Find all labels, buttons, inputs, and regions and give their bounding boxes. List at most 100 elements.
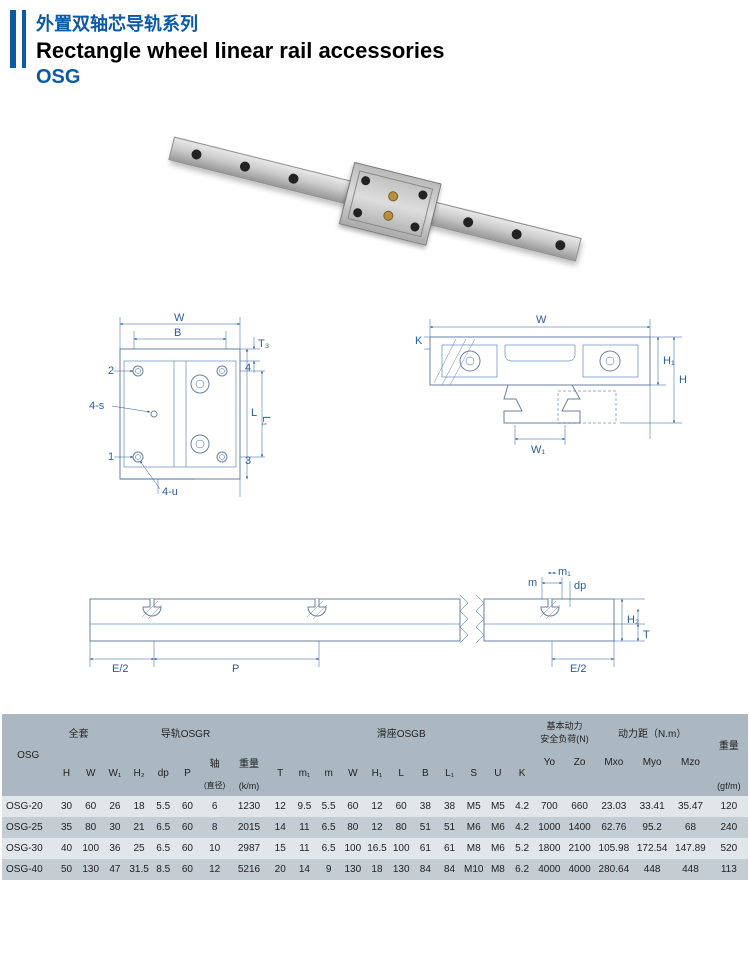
th-Zo: Zo xyxy=(564,750,594,775)
th-Myo: Myo xyxy=(633,750,671,775)
th-Wb: W xyxy=(341,750,365,796)
cell-value: 60 xyxy=(175,859,199,880)
th-Yo: Yo xyxy=(534,750,564,775)
cell-value: 14 xyxy=(268,817,292,838)
cell-value: 6.5 xyxy=(317,817,341,838)
label-dp: dp xyxy=(574,580,586,592)
cell-value: 660 xyxy=(564,796,594,817)
cell-value: 60 xyxy=(175,796,199,817)
cell-value: 21 xyxy=(127,817,151,838)
label-K: K xyxy=(415,335,423,347)
th-K2: K xyxy=(510,750,534,796)
cell-value: 84 xyxy=(437,859,461,880)
cell-value: 38 xyxy=(413,796,437,817)
th-m: m xyxy=(317,750,341,796)
cell-model: OSG-20 xyxy=(2,796,54,817)
cell-value: 33.41 xyxy=(633,796,671,817)
cell-value: 8 xyxy=(200,817,230,838)
cell-value: 35.47 xyxy=(671,796,709,817)
cell-value: 80 xyxy=(341,817,365,838)
accent-bar-1 xyxy=(10,10,16,68)
cell-value: 61 xyxy=(437,838,461,859)
cell-value: 80 xyxy=(389,817,413,838)
label-L1: L₁ xyxy=(260,416,272,426)
label-n3: 3 xyxy=(245,455,251,467)
cell-value: 8.5 xyxy=(151,859,175,880)
label-H1: H₁ xyxy=(663,355,675,367)
label-T: T xyxy=(643,629,650,641)
cell-value: 84 xyxy=(413,859,437,880)
label-n4: 4 xyxy=(245,362,251,374)
cell-value: 50 xyxy=(54,859,78,880)
cell-value: 6.5 xyxy=(151,817,175,838)
cell-value: 130 xyxy=(389,859,413,880)
th-W: W xyxy=(79,750,103,796)
cell-value: 62.76 xyxy=(595,817,633,838)
cell-value: 11 xyxy=(292,817,316,838)
product-photo xyxy=(168,137,581,262)
cell-value: 280.64 xyxy=(595,859,633,880)
th-weight2: 重量 xyxy=(710,714,748,775)
cell-value: 6.2 xyxy=(510,859,534,880)
label-B: B xyxy=(174,327,181,339)
th-block: 滑座OSGB xyxy=(268,714,534,750)
product-photo-region xyxy=(0,89,750,309)
th-H2: H₂ xyxy=(127,750,151,796)
cell-value: 80 xyxy=(79,817,103,838)
cell-value: M10 xyxy=(462,859,486,880)
cell-value: 1000 xyxy=(534,817,564,838)
th-Mzo: Mzo xyxy=(671,750,709,775)
th-fullset: 全套 xyxy=(54,714,102,750)
th-m1: m₁ xyxy=(292,750,316,796)
cell-value: 11 xyxy=(292,838,316,859)
title-english: Rectangle wheel linear rail accessories xyxy=(36,38,444,64)
th-B: B xyxy=(413,750,437,796)
label-m1: m₁ xyxy=(558,566,571,578)
th-H: H xyxy=(54,750,78,796)
diagrams-region: W B T₃ xyxy=(0,309,750,714)
th-Mxo: Mxo xyxy=(595,750,633,775)
cell-value: 23.03 xyxy=(595,796,633,817)
th-L1: L₁ xyxy=(437,750,461,796)
cell-value: 36 xyxy=(103,838,127,859)
th-T: T xyxy=(268,750,292,796)
cell-value: 105.98 xyxy=(595,838,633,859)
diagram-block-section: W K W₁ xyxy=(390,309,700,479)
table-body: OSG-20306026185.56061230129.55.560126038… xyxy=(2,796,748,880)
label-E2b: E/2 xyxy=(570,663,587,675)
cell-value: 1230 xyxy=(230,796,268,817)
cell-value: M5 xyxy=(486,796,510,817)
cell-value: 38 xyxy=(437,796,461,817)
label-W2: W xyxy=(536,314,547,326)
th-W1: W₁ xyxy=(103,750,127,796)
cell-value: M6 xyxy=(486,817,510,838)
cell-value: 20 xyxy=(268,859,292,880)
accent-bar-2 xyxy=(22,10,26,68)
cell-model: OSG-30 xyxy=(2,838,54,859)
cell-value: 6.5 xyxy=(317,838,341,859)
label-W: W xyxy=(174,312,185,324)
cell-value: 30 xyxy=(54,796,78,817)
cell-value: 5.2 xyxy=(510,838,534,859)
cell-value: 2015 xyxy=(230,817,268,838)
cell-value: 5.5 xyxy=(317,796,341,817)
cell-value: 100 xyxy=(389,838,413,859)
cell-value: M5 xyxy=(462,796,486,817)
th-S: S xyxy=(462,750,486,796)
th-load: 基本动力 安全负荷(N) xyxy=(534,714,594,750)
cell-value: 26 xyxy=(103,796,127,817)
cell-value: 4000 xyxy=(534,859,564,880)
title-chinese: 外置双轴芯导轨系列 xyxy=(36,10,444,36)
th-torque: 动力距（N.m） xyxy=(595,714,710,750)
cell-value: M8 xyxy=(462,838,486,859)
cell-value: 35 xyxy=(54,817,78,838)
diagram-block-top-view: W B T₃ xyxy=(50,309,300,509)
cell-value: 16.5 xyxy=(365,838,389,859)
cell-value: 12 xyxy=(365,817,389,838)
cell-value: 448 xyxy=(633,859,671,880)
cell-value: 47 xyxy=(103,859,127,880)
cell-value: 6 xyxy=(200,796,230,817)
label-n2: 2 xyxy=(108,365,114,377)
cell-value: 9.5 xyxy=(292,796,316,817)
cell-value: 2987 xyxy=(230,838,268,859)
